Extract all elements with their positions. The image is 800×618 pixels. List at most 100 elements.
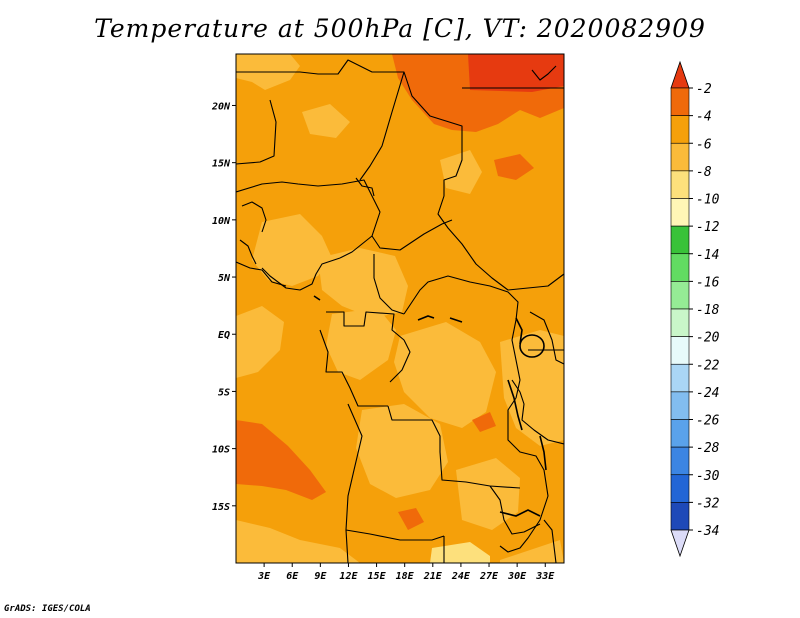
border-line: [373, 254, 405, 315]
field-region-warm: [472, 412, 496, 432]
colorbar-box: [670, 419, 690, 448]
border-line: [236, 261, 287, 287]
border-line: [345, 403, 363, 563]
colorbar-label: -20: [696, 331, 720, 346]
lat-tick-label: 20N: [211, 101, 231, 112]
colorbar-label: -34: [696, 524, 719, 539]
river-fragment: [313, 295, 321, 301]
lat-tick-label: 10N: [212, 216, 231, 227]
lon-tick-label: 3E: [257, 571, 271, 582]
field-region-light: [252, 214, 332, 286]
colorbar-box: [670, 115, 690, 144]
colorbar-top-arrow: [670, 60, 690, 89]
border-line: [489, 485, 541, 535]
colorbar-label: -14: [696, 248, 719, 263]
lat-tick-label: EQ: [218, 330, 230, 341]
colorbar-label: -26: [696, 414, 720, 429]
colorbar-box: [670, 225, 690, 255]
colorbar-label: -28: [696, 441, 720, 456]
border-line: [326, 311, 411, 383]
map-frame: [235, 53, 565, 564]
border-line: [236, 179, 381, 259]
colorbar-label: -10: [696, 193, 720, 208]
lon-tick-label: 9E: [314, 571, 327, 582]
field-region-warm: [398, 508, 424, 530]
border-line: [543, 519, 557, 563]
colorbar-label: -2: [696, 82, 712, 97]
colorbar-box: [670, 336, 690, 365]
colorbar-label: -4: [696, 110, 712, 125]
colorbar-label: -30: [696, 469, 720, 484]
field-region-warm: [494, 154, 534, 180]
colorbar-label: -8: [696, 165, 712, 180]
map-title: Temperature at 500hPa [C], VT: 202008290…: [94, 14, 706, 43]
colorbar-bottom-arrow: [670, 529, 690, 558]
lon-tick-label: 21E: [423, 571, 443, 582]
lake-tanganyika: [507, 379, 523, 431]
field-region-lightest: [430, 542, 490, 563]
border-line: [511, 379, 564, 445]
border-line: [239, 239, 257, 265]
river-fragment: [449, 317, 463, 323]
colorbar-label: -16: [696, 275, 720, 290]
colorbar-box: [670, 446, 690, 476]
colorbar-box: [670, 363, 690, 393]
lon-tick-label: 18E: [396, 571, 415, 582]
longitude-axis: 3E 6E 9E 12E 15E 18E 21E 24E 27E 30E 33E: [257, 563, 555, 582]
colorbar-box: [670, 391, 690, 420]
border-line: [319, 329, 388, 407]
field-region-light: [500, 540, 564, 563]
lat-tick-label: 15S: [212, 502, 230, 513]
border-line: [241, 201, 267, 233]
border-line: [531, 65, 557, 81]
colorbar-box: [670, 308, 690, 337]
colorbar-box: [670, 281, 690, 310]
field-region-light: [302, 104, 350, 138]
field-region-light: [318, 248, 408, 318]
border-line: [371, 219, 453, 251]
field-region-light: [394, 322, 496, 428]
river-fragment: [417, 315, 435, 321]
border-line: [499, 397, 549, 553]
lat-tick-label: 15N: [212, 159, 231, 170]
field-region-warm: [236, 420, 326, 500]
latitude-axis: 20N 15N 10N 5N EQ 5S 10S 15S: [211, 101, 236, 513]
border-line: [529, 311, 564, 365]
field-region-light: [440, 150, 482, 194]
colorbar-label: -32: [696, 496, 720, 511]
lon-tick-label: 15E: [368, 571, 387, 582]
field-region-light: [356, 404, 448, 498]
colorbar-box: [670, 170, 690, 199]
lon-tick-label: 33E: [535, 571, 555, 582]
lake-albert: [515, 317, 523, 345]
colorbar-box: [670, 474, 690, 503]
lon-tick-label: 6E: [286, 571, 299, 582]
border-line: [359, 71, 405, 181]
lat-tick-label: 5S: [218, 387, 230, 398]
lon-tick-label: 12E: [339, 571, 358, 582]
lake-victoria: [519, 334, 545, 358]
colorbar-box: [670, 87, 690, 116]
lon-tick-label: 30E: [507, 571, 527, 582]
colorbar-label: -24: [696, 386, 719, 401]
country-borders: [236, 59, 564, 563]
border-line: [345, 529, 445, 541]
temperature-field: [236, 54, 564, 563]
field-region-light: [456, 458, 520, 530]
lake-malawi: [539, 435, 547, 471]
border-line: [355, 177, 375, 197]
border-line: [236, 99, 277, 165]
colorbar-box: [670, 198, 690, 227]
colorbar-box: [670, 502, 690, 531]
colorbar-label: -12: [696, 220, 720, 235]
field-region-light: [236, 520, 360, 563]
border-line: [403, 275, 521, 399]
border-line: [261, 257, 341, 291]
lon-tick-label: 24E: [451, 571, 471, 582]
lat-tick-label: 10S: [212, 445, 230, 456]
lon-tick-label: 27E: [479, 571, 499, 582]
colorbar-label: -18: [696, 303, 720, 318]
colorbar-label: -22: [696, 358, 720, 373]
colorbar-box: [670, 142, 690, 172]
